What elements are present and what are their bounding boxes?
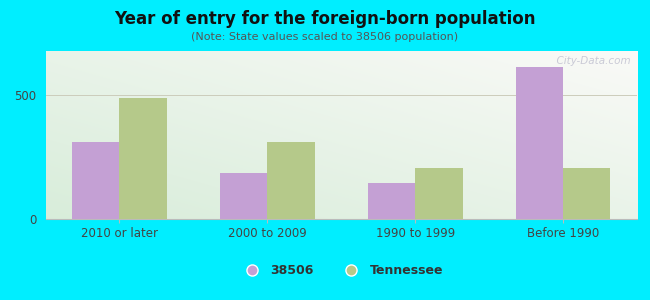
Bar [220,173,267,219]
Legend: 38506, Tennessee: 38506, Tennessee [233,258,450,283]
Text: Year of entry for the foreign-born population: Year of entry for the foreign-born popul… [114,11,536,28]
Text: City-Data.com: City-Data.com [551,56,631,66]
Bar [515,67,563,219]
Bar [120,98,167,219]
Text: (Note: State values scaled to 38506 population): (Note: State values scaled to 38506 popu… [192,32,458,41]
Bar [415,168,463,219]
Bar [267,142,315,219]
Bar [368,183,415,219]
Bar [563,168,610,219]
Bar [72,142,120,219]
